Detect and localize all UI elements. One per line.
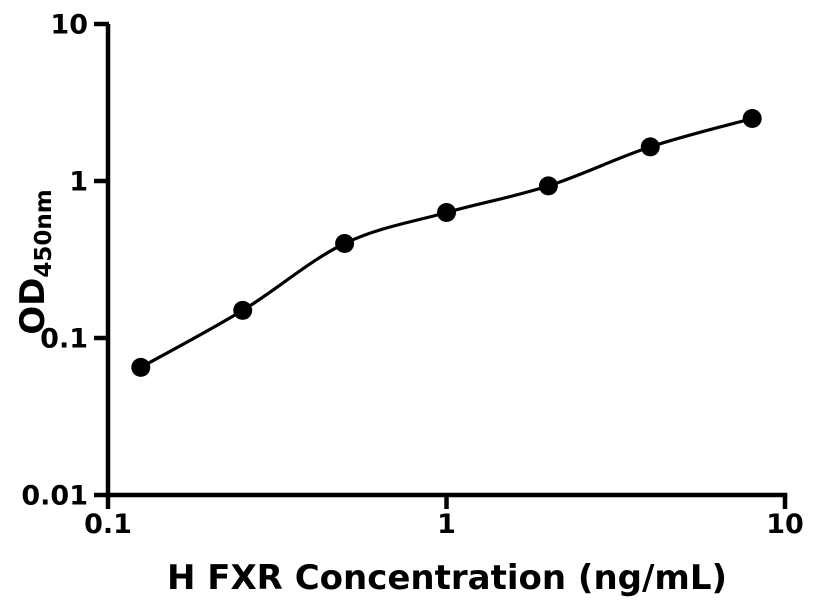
y-tick-label: 0.01 — [21, 481, 88, 512]
y-axis-title: OD450nm — [13, 189, 57, 335]
fit-curve-path — [139, 116, 754, 369]
fit-curve — [139, 116, 754, 369]
y-tick-label: 0.1 — [40, 324, 88, 355]
y-tick-label: 1 — [69, 167, 88, 198]
x-axis-title: H FXR Concentration (ng/mL) — [166, 558, 728, 598]
axis-spine — [105, 24, 788, 498]
data-point-marker — [640, 137, 660, 157]
y-tick-label: 10 — [50, 10, 88, 41]
data-point-marker — [742, 109, 762, 128]
y-axis-title-subscript: 450nm — [31, 189, 57, 278]
x-tick-label: 0.1 — [84, 509, 132, 540]
data-point-marker — [437, 203, 456, 222]
axis-ticks — [94, 21, 788, 509]
data-point-marker — [131, 357, 151, 377]
y-axis-title-main: OD — [13, 277, 53, 335]
x-tick-label: 1 — [437, 509, 456, 540]
x-tick-label: 10 — [766, 509, 804, 540]
data-points — [131, 109, 762, 377]
data-point-marker — [233, 300, 253, 320]
axes — [105, 24, 788, 498]
data-point-marker — [335, 234, 355, 253]
data-point-marker — [538, 176, 558, 196]
